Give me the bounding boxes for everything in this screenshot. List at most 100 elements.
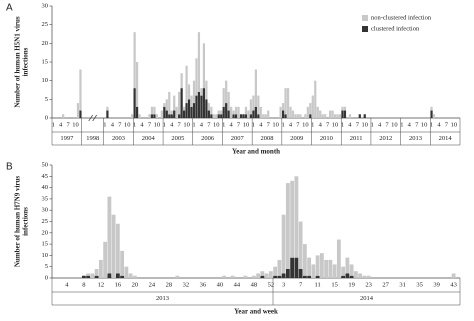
bar bbox=[268, 271, 273, 278]
bar bbox=[281, 103, 285, 111]
bar bbox=[227, 110, 230, 118]
x-tick-label: 7 bbox=[326, 121, 330, 128]
legend-label: clustered infection bbox=[371, 25, 420, 32]
bar bbox=[256, 273, 261, 278]
bar bbox=[311, 95, 314, 118]
bar bbox=[115, 273, 120, 278]
bar bbox=[170, 110, 173, 115]
x-tick-label: 4 bbox=[408, 121, 412, 128]
bar bbox=[220, 110, 223, 115]
bar bbox=[331, 110, 334, 118]
bar bbox=[298, 268, 303, 278]
bar bbox=[279, 106, 282, 118]
bar bbox=[180, 88, 183, 118]
y-tick-label: 25 bbox=[42, 21, 49, 28]
bar bbox=[86, 273, 91, 276]
bar bbox=[281, 214, 286, 274]
y-tick-label: 25 bbox=[42, 218, 49, 225]
bar bbox=[251, 275, 256, 278]
bar bbox=[163, 106, 166, 118]
bar bbox=[343, 110, 347, 118]
x-tick-label: 23 bbox=[365, 281, 372, 288]
bar bbox=[264, 114, 267, 118]
group-label: 2014 bbox=[360, 295, 374, 302]
bar bbox=[294, 257, 299, 278]
bar bbox=[284, 88, 287, 115]
bar bbox=[430, 110, 433, 118]
x-tick-label: 4 bbox=[437, 121, 441, 128]
group-label: 2006 bbox=[201, 135, 215, 142]
x-tick-label: 16 bbox=[115, 281, 122, 288]
bar bbox=[430, 106, 433, 111]
bar bbox=[107, 196, 112, 274]
x-tick-label: 10 bbox=[421, 121, 428, 128]
bar bbox=[237, 106, 240, 118]
x-tick-label: 32 bbox=[183, 281, 190, 288]
bar bbox=[309, 114, 312, 118]
y-tick-label: 10 bbox=[42, 77, 49, 84]
bar bbox=[277, 275, 282, 278]
bar bbox=[234, 114, 238, 118]
x-tick-label: 31 bbox=[399, 281, 406, 288]
bar bbox=[249, 99, 253, 115]
legend-swatch bbox=[362, 15, 368, 21]
y-tick-label: 0 bbox=[45, 274, 48, 281]
bar bbox=[182, 110, 186, 118]
bar bbox=[168, 114, 171, 118]
bar bbox=[170, 114, 173, 118]
x-tick-label: 27 bbox=[382, 281, 389, 288]
bar bbox=[349, 275, 354, 278]
bar bbox=[336, 239, 341, 278]
bar bbox=[62, 114, 65, 118]
x-tick-label: 8 bbox=[82, 281, 85, 288]
bar bbox=[319, 253, 324, 278]
bar bbox=[264, 273, 269, 278]
bar bbox=[173, 110, 176, 118]
bar bbox=[451, 273, 456, 278]
x-tick-label: 7 bbox=[148, 121, 152, 128]
bar bbox=[115, 223, 120, 274]
bar bbox=[178, 114, 181, 118]
x-tick-label: 1 bbox=[103, 121, 106, 128]
bar bbox=[190, 106, 193, 118]
x-tick-label: 10 bbox=[213, 121, 220, 128]
bar bbox=[128, 273, 133, 278]
bar bbox=[321, 114, 324, 118]
bar bbox=[234, 106, 238, 115]
bar bbox=[210, 106, 213, 115]
x-tick-label: 10 bbox=[302, 121, 309, 128]
bar bbox=[363, 114, 366, 118]
x-tick-label: 7 bbox=[66, 121, 70, 128]
legend-label: non-clustered infection bbox=[371, 14, 432, 21]
bar bbox=[153, 114, 156, 118]
bar bbox=[333, 114, 337, 118]
x-tick-label: 4 bbox=[170, 121, 174, 128]
x-tick-label: 44 bbox=[234, 281, 241, 288]
bar bbox=[259, 106, 262, 118]
axis-break bbox=[92, 114, 97, 122]
bar bbox=[124, 266, 129, 278]
group-label: 1997 bbox=[60, 135, 74, 142]
bar bbox=[200, 95, 203, 118]
group-label: 2009 bbox=[290, 135, 303, 142]
bar bbox=[309, 103, 312, 115]
bar bbox=[358, 273, 363, 278]
bar bbox=[150, 106, 154, 115]
bar bbox=[135, 62, 139, 107]
bar bbox=[132, 275, 137, 278]
bar bbox=[232, 114, 235, 118]
bar bbox=[314, 80, 317, 118]
panel-letter: A bbox=[6, 3, 13, 14]
x-tick-label: 10 bbox=[124, 121, 131, 128]
bar bbox=[260, 275, 265, 278]
bar bbox=[296, 114, 300, 118]
y-axis-title: Number of human H7N9 virus bbox=[14, 176, 22, 268]
x-tick-label: 3 bbox=[282, 281, 285, 288]
bar bbox=[222, 275, 227, 278]
bar bbox=[254, 69, 257, 107]
x-tick-label: 1 bbox=[430, 121, 433, 128]
bar bbox=[247, 110, 250, 118]
x-tick-label: 7 bbox=[118, 121, 122, 128]
x-tick-label: 10 bbox=[451, 121, 458, 128]
y-tick-label: 15 bbox=[42, 58, 49, 65]
